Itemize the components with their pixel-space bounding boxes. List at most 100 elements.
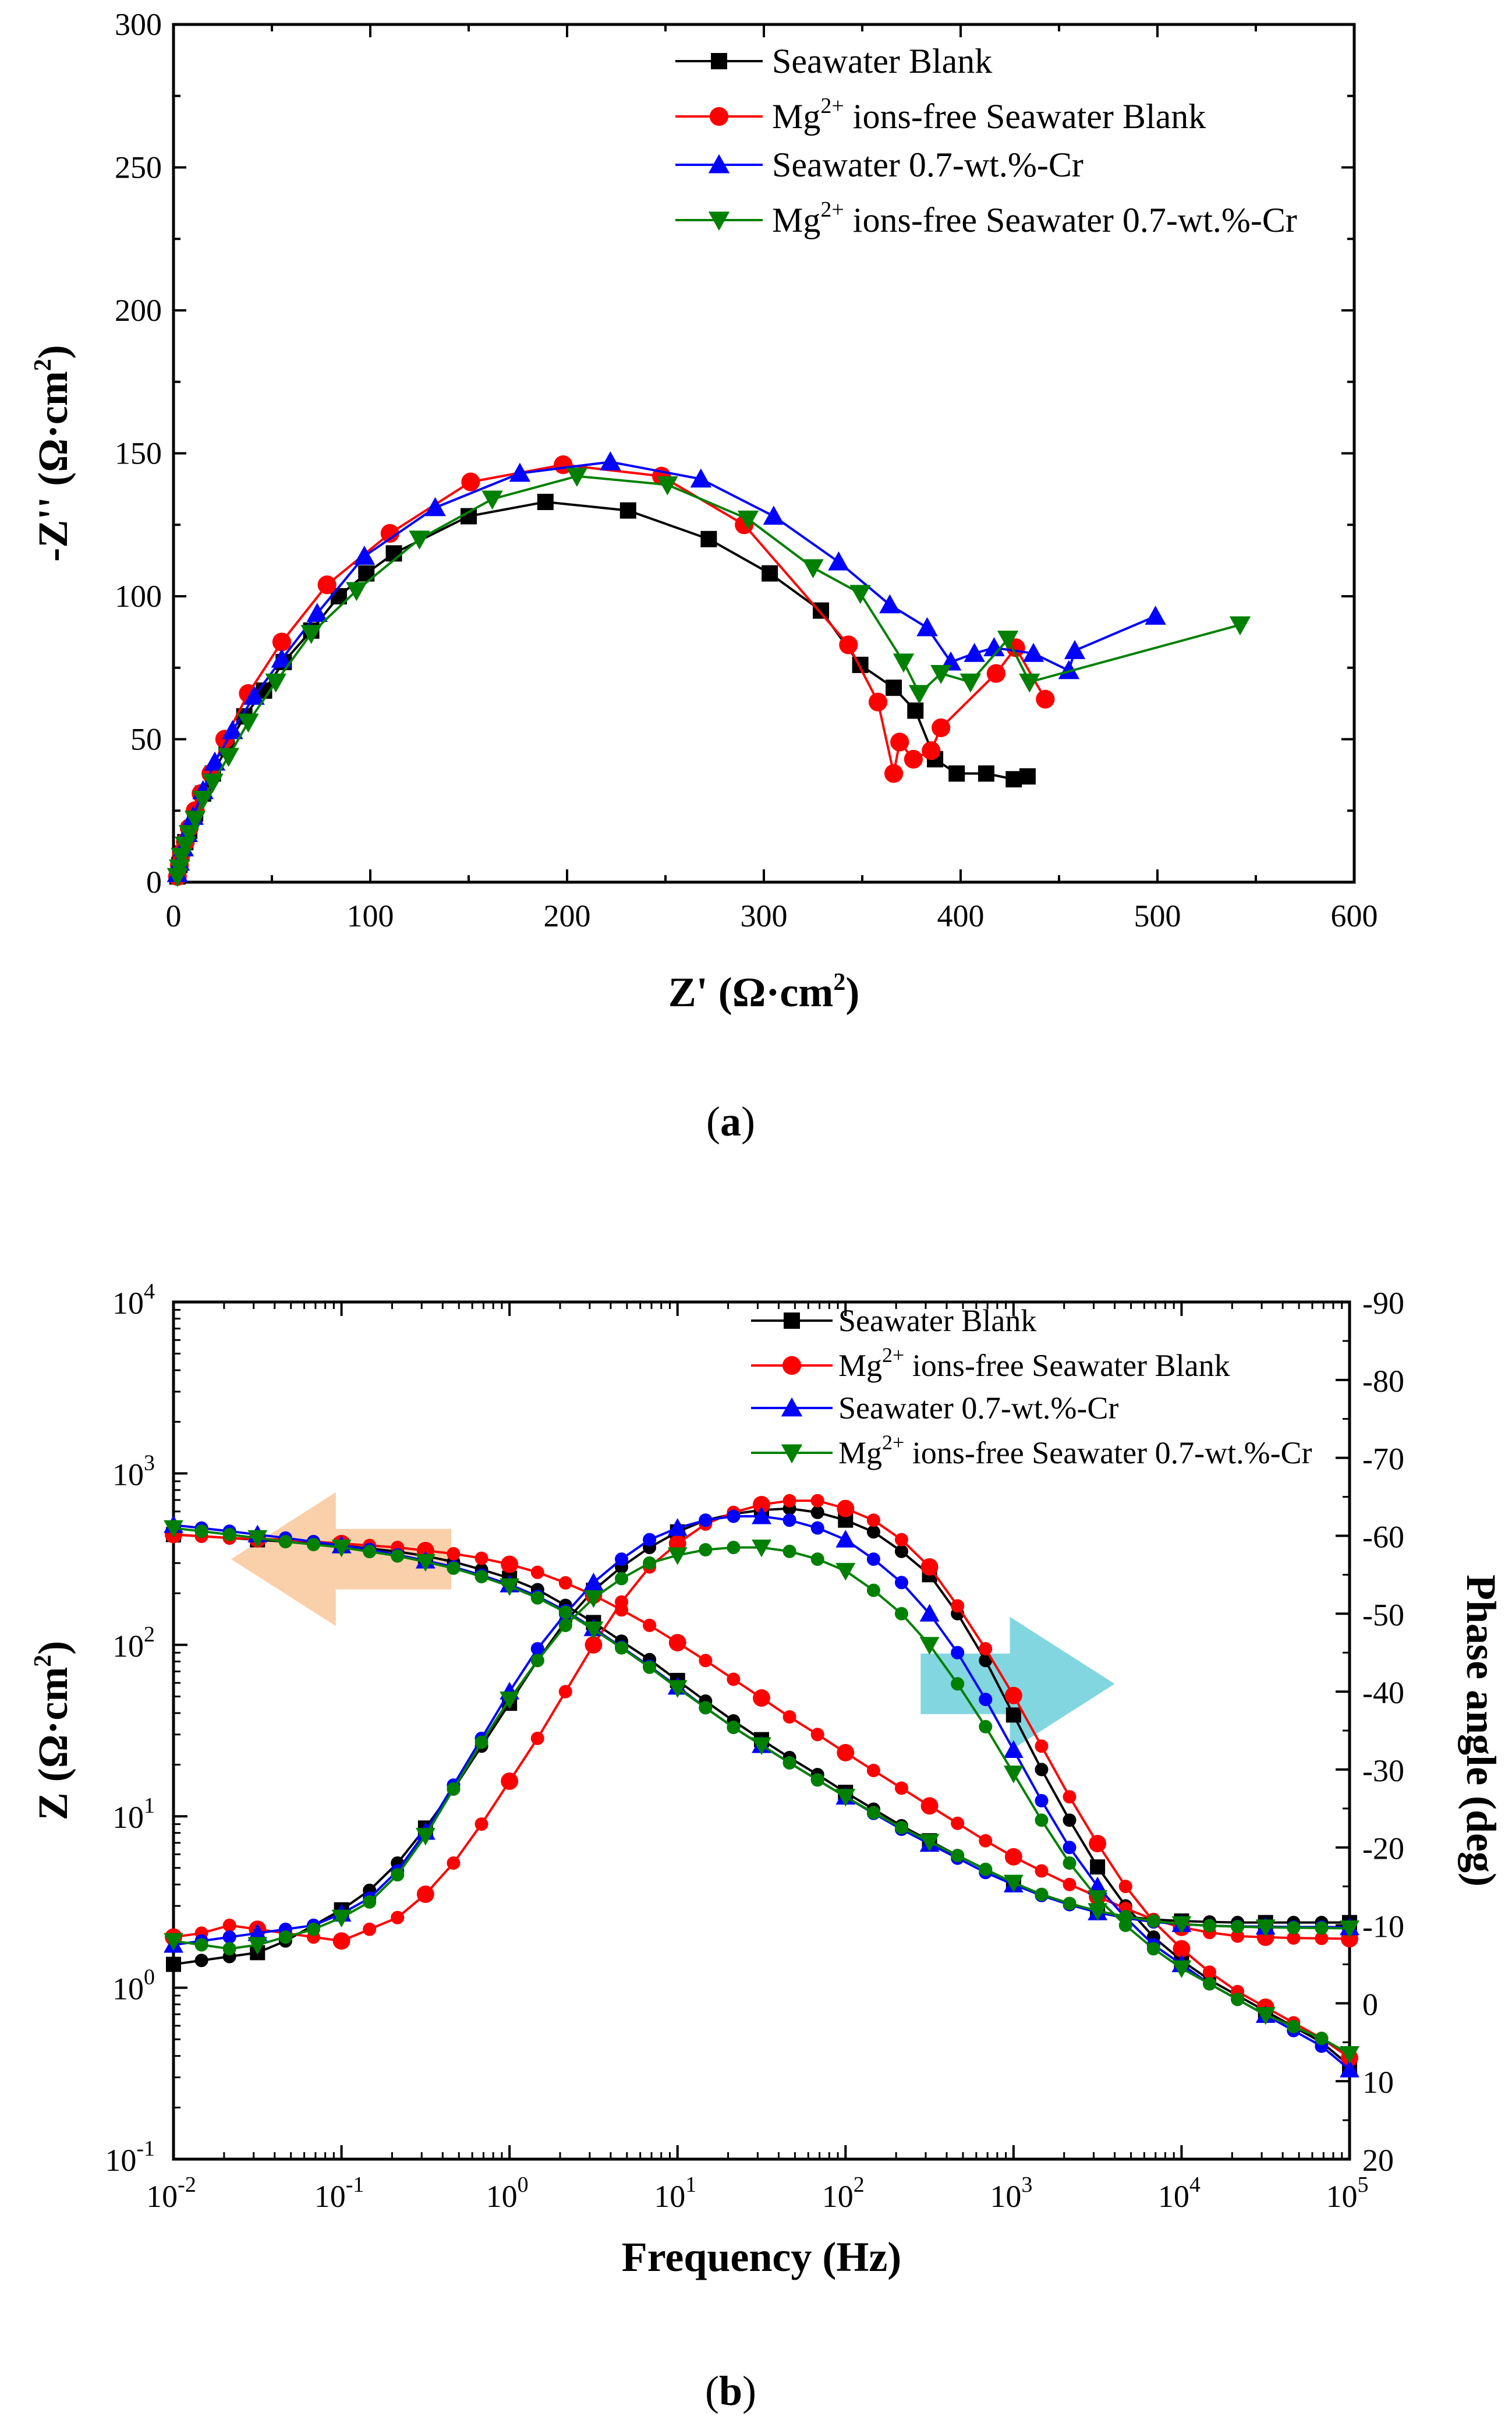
data-point: [1005, 771, 1022, 788]
impedance-point: [500, 1578, 520, 1596]
data-point: [509, 462, 531, 482]
panel-label: (a): [706, 1098, 755, 1145]
y-tick-label: 200: [115, 293, 162, 328]
impedance-point: [247, 1530, 268, 1548]
phase-point: [475, 1817, 488, 1831]
y-right-tick-label: -40: [1362, 1675, 1404, 1710]
x-tick-base: 10: [822, 2179, 854, 2214]
impedance-point: [501, 1555, 519, 1573]
impedance-point: [920, 1797, 939, 1815]
x-tick-base: 10: [146, 2179, 178, 2214]
x-tick-exp: -2: [178, 2173, 196, 2197]
x-tick-label: 300: [741, 898, 788, 933]
phase-point: [866, 1552, 880, 1566]
phase-point: [1088, 1890, 1108, 1908]
phase-point: [1005, 1707, 1021, 1723]
y-tick-base: 10: [112, 1286, 144, 1321]
phase-point: [951, 1599, 965, 1613]
phase-point: [1118, 1880, 1132, 1894]
impedance-point: [1035, 1864, 1049, 1878]
phase-point: [615, 1572, 629, 1586]
data-point: [192, 791, 214, 810]
y-left-tick-label: 10-1: [105, 2136, 155, 2178]
phase-point: [951, 1646, 965, 1660]
y-right-tick-label: -10: [1362, 1909, 1404, 1944]
x-tick-exp: -1: [346, 2173, 364, 2197]
data-point: [849, 585, 871, 604]
impedance-point: [667, 1680, 688, 1698]
phase-point: [1203, 1977, 1217, 1991]
phase-point: [416, 1885, 434, 1903]
impedance-point: [782, 1710, 796, 1724]
impedance-point: [894, 1820, 908, 1834]
y-left-axis-label-end: ): [30, 1641, 76, 1655]
legend-label-sup: 2+: [882, 1431, 904, 1454]
impedance-point: [951, 1849, 965, 1863]
y-tick-base: 10: [112, 1972, 144, 2007]
phase-point: [1255, 2007, 1276, 2025]
data-point: [461, 472, 480, 491]
impedance-point: [447, 1561, 461, 1575]
phase-point: [667, 1547, 688, 1565]
impedance-point: [753, 1689, 770, 1707]
phase-point: [1003, 1766, 1024, 1784]
data-point: [481, 490, 503, 510]
phase-point: [643, 1533, 657, 1547]
data-point: [890, 733, 909, 752]
nyquist-plot: 0 100 200 300 400 500 600 0 50 100 150 200 250 300 Z' …: [30, 7, 1378, 1145]
phase-point: [1090, 1859, 1106, 1875]
data-point: [238, 713, 259, 733]
legend-marker: [708, 154, 730, 174]
y-tick-exp: 2: [144, 1622, 155, 1647]
phase-point: [1231, 1993, 1245, 2007]
legend-label-pre: Mg: [772, 201, 820, 239]
y-right-tick-label: 10: [1362, 2065, 1394, 2100]
x-axis-label-sup: 2: [833, 969, 845, 996]
data-point: [1145, 606, 1166, 625]
data-point: [868, 692, 888, 712]
x-axis-label: Frequency (Hz): [622, 2234, 902, 2280]
impedance-point: [1004, 1848, 1022, 1866]
panel-letter: a: [720, 1098, 741, 1145]
legend-label: Mg2+ ions-free Seawater 0.7-wt.%-Cr: [838, 1431, 1312, 1470]
legend-marker: [781, 1444, 803, 1464]
y-tick-exp: 1: [144, 1793, 155, 1818]
phase-point: [1003, 1740, 1024, 1758]
phase-point: [919, 1604, 940, 1622]
panel-paren: ): [741, 1098, 755, 1145]
panel-paren: (: [705, 2368, 719, 2414]
data-point: [802, 559, 824, 579]
impedance-point: [306, 1537, 320, 1551]
x-tick-label: 400: [937, 898, 985, 933]
data-point: [737, 510, 759, 530]
impedance-point: [866, 1764, 880, 1778]
data-point: [424, 497, 446, 516]
phase-point: [866, 1525, 880, 1539]
y-axis-label-sup: 2: [30, 359, 56, 371]
y-tick-base: 10: [112, 1457, 144, 1492]
y-axis-label-main: -Z'' (Ω·cm: [30, 371, 76, 562]
phase-point: [894, 1533, 908, 1547]
x-tick-label: 105: [1326, 2173, 1369, 2214]
phase-point: [643, 1556, 657, 1570]
phase-point: [699, 1543, 713, 1557]
x-tick-base: 10: [990, 2179, 1021, 2214]
phase-point: [752, 1506, 771, 1524]
phase-point: [1035, 1793, 1049, 1807]
impedance-point: [752, 1737, 771, 1755]
impedance-point: [782, 1756, 796, 1770]
impedance-point: [727, 1721, 741, 1735]
x-tick-exp: 3: [1021, 2173, 1032, 2197]
legend-label-post: ions-free Seawater 0.7-wt.%-Cr: [904, 1435, 1312, 1470]
y-left-tick-label: 102: [112, 1622, 155, 1664]
phase-point: [164, 1933, 183, 1951]
data-point: [1022, 643, 1044, 662]
phase-point: [530, 1654, 544, 1668]
data-point: [300, 625, 322, 645]
y-left-tick-label: 100: [112, 1965, 155, 2007]
phase-point: [1146, 1942, 1160, 1956]
phase-point: [866, 1513, 880, 1527]
data-point: [1036, 689, 1055, 709]
impedance-point: [727, 1672, 741, 1686]
